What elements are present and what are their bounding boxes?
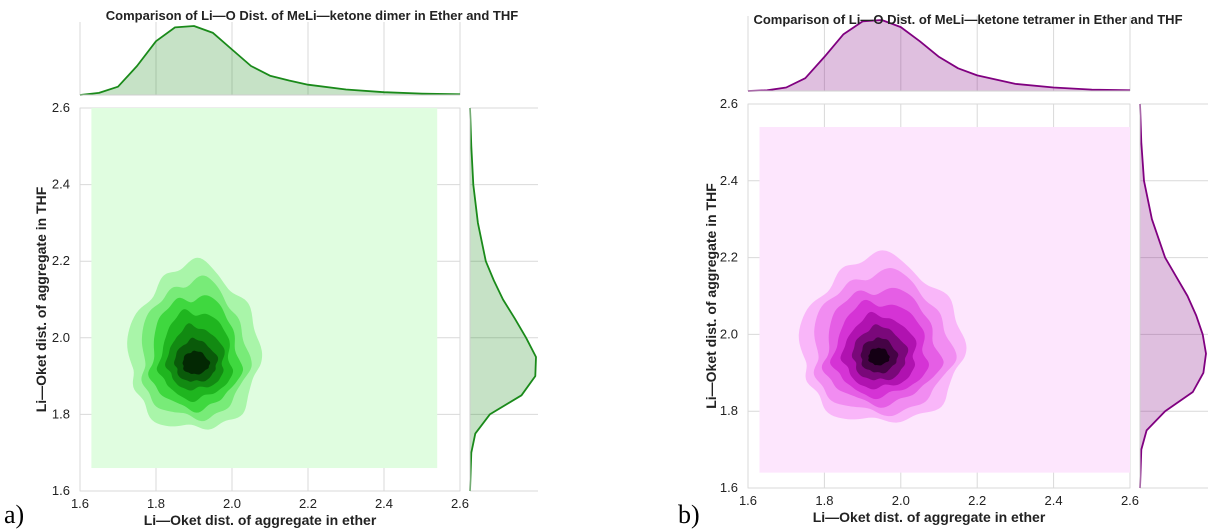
x-tick-label: 1.8 xyxy=(815,493,833,508)
chart-title: Comparison of Li—O Dist. of MeLi—ketone … xyxy=(753,12,1182,27)
kde-contour-level xyxy=(868,347,890,366)
kde-contour-level xyxy=(182,350,211,375)
x-tick-label: 2.2 xyxy=(968,493,986,508)
x-tick-label: 1.6 xyxy=(739,493,757,508)
x-tick-label: 2.0 xyxy=(223,496,241,511)
right-marginal-curve xyxy=(1139,103,1207,489)
y-tick-label: 2.4 xyxy=(720,173,738,188)
y-tick-label: 1.6 xyxy=(720,480,738,495)
x-tick-label: 2.6 xyxy=(451,496,469,511)
top-marginal-curve xyxy=(79,25,461,96)
x-tick-label: 2.2 xyxy=(299,496,317,511)
y-axis-label: Li—Oket dist. of aggregate in THF xyxy=(33,186,49,412)
top-marginal-axes xyxy=(748,16,1130,91)
x-tick-label: 2.6 xyxy=(1121,493,1139,508)
top-marginal-fill xyxy=(80,26,460,95)
right-marginal-axes xyxy=(1140,104,1208,488)
y-tick-label: 1.8 xyxy=(52,406,70,421)
x-axis-label: Li—Oket dist. of aggregate in ether xyxy=(813,509,1046,525)
x-tick-label: 2.0 xyxy=(892,493,910,508)
y-tick-label: 2.4 xyxy=(52,177,70,192)
y-tick-label: 2.0 xyxy=(52,330,70,345)
x-tick-label: 2.4 xyxy=(1045,493,1063,508)
kde-background-fill xyxy=(91,108,438,469)
y-tick-label: 2.2 xyxy=(52,253,70,268)
y-tick-label: 1.8 xyxy=(720,403,738,418)
right-marginal-fill xyxy=(1140,104,1206,488)
right-marginal-curve xyxy=(469,107,537,492)
y-tick-label: 2.6 xyxy=(720,96,738,111)
x-tick-label: 2.4 xyxy=(375,496,393,511)
y-axis-label: Li—Oket dist. of aggregate in THF xyxy=(703,183,719,409)
x-tick-label: 1.6 xyxy=(71,496,89,511)
x-axis-label: Li—Oket dist. of aggregate in ether xyxy=(144,512,377,528)
y-tick-label: 2.2 xyxy=(720,250,738,265)
y-tick-label: 2.0 xyxy=(720,326,738,341)
chart-panel-b: 1.6 1.8 2.0 2.2 2.4 2.6 1.6 1.8 2.0 2.2 2.4 2.6 Li—O… xyxy=(703,12,1208,525)
top-marginal-fill xyxy=(748,20,1130,91)
chart-title: Comparison of Li—O Dist. of MeLi—ketone … xyxy=(106,8,518,23)
panel-a-letter: a) xyxy=(4,500,25,529)
top-marginal-curve xyxy=(747,19,1131,92)
x-tick-label: 1.8 xyxy=(147,496,165,511)
y-tick-label: 2.6 xyxy=(52,100,70,115)
chart-panel-a: 1.6 1.8 2.0 2.2 2.4 2.6 1.6 1.8 2.0 2.2 2.4 2.6 Li—O… xyxy=(33,8,538,528)
panel-b-letter: b) xyxy=(678,500,700,529)
y-tick-label: 1.6 xyxy=(52,483,70,498)
